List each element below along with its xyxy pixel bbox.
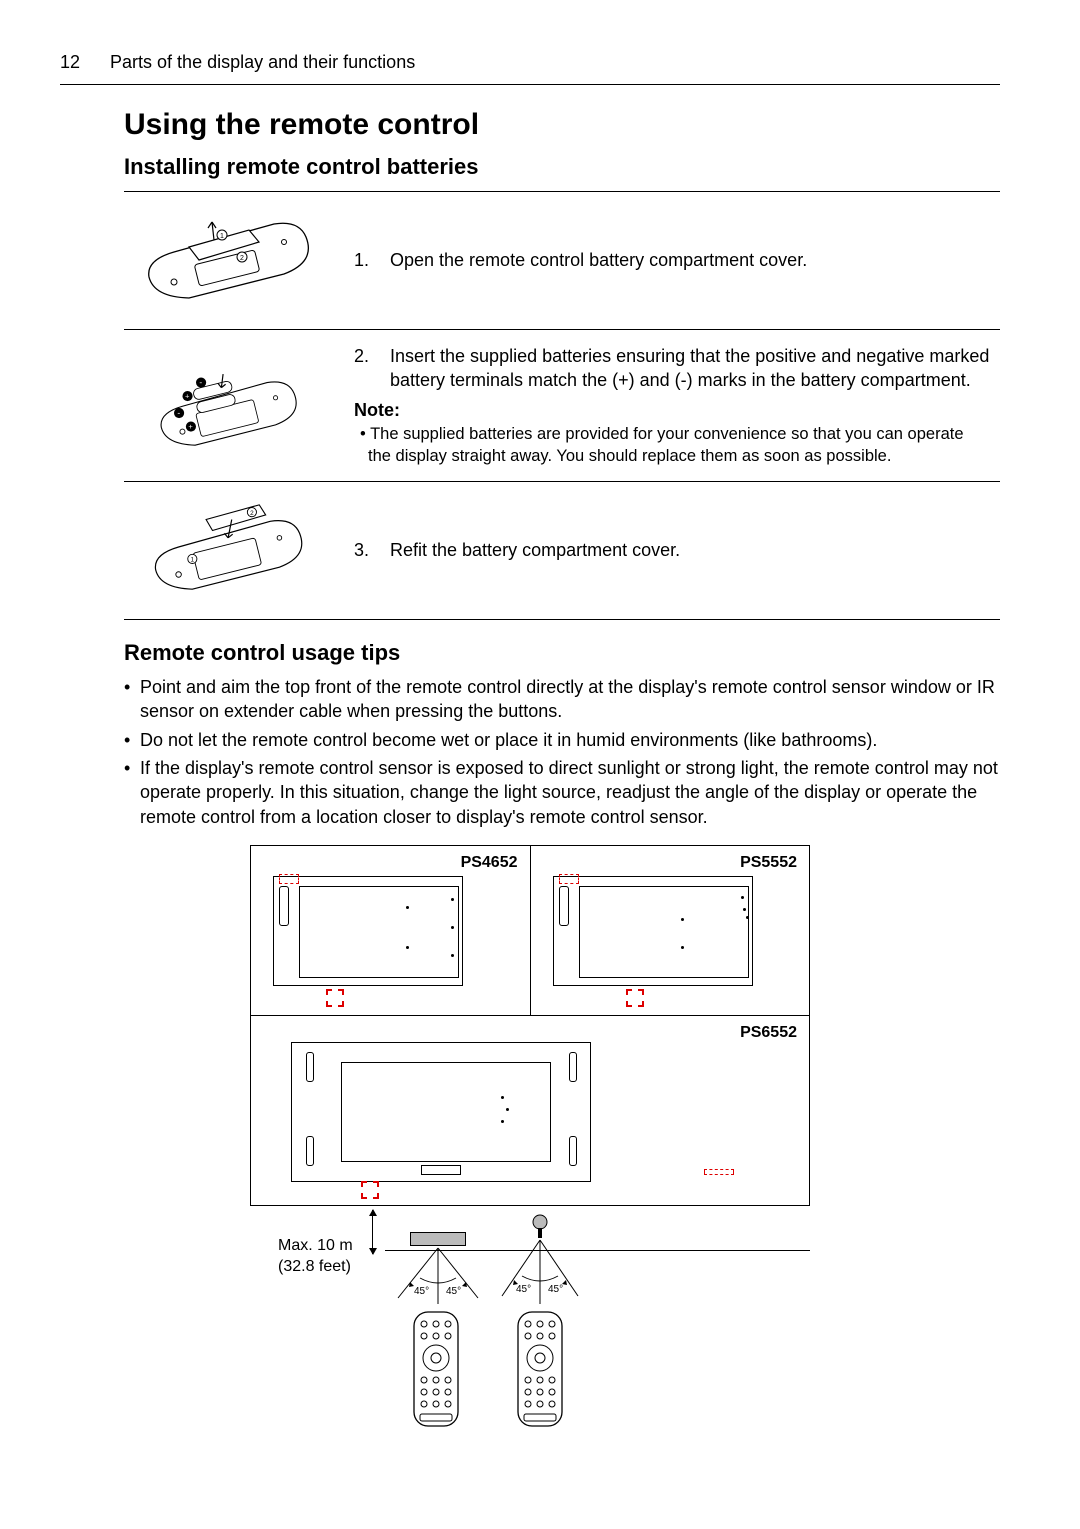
note-text: • The supplied batteries are provided fo… [354, 423, 990, 468]
mount-dot-icon [681, 918, 684, 921]
ir-sensor-icon [361, 1181, 379, 1199]
step-figure-cell: 1 2 [124, 192, 334, 329]
port-icon [559, 886, 569, 926]
svg-text:+: + [188, 422, 193, 431]
range-max-distance: Max. 10 m [278, 1237, 353, 1254]
diagram-cell-ps5552: PS5552 [530, 845, 810, 1015]
tip-text: If the display's remote control sensor i… [140, 756, 1000, 829]
display-inner-icon [341, 1062, 551, 1162]
model-diagrams: PS4652 PS5552 [250, 845, 810, 1440]
slot-icon [569, 1136, 577, 1166]
step-text: Open the remote control battery compartm… [390, 248, 807, 272]
bullet-icon: • [124, 675, 134, 724]
mount-dot-icon [451, 898, 454, 901]
diagram-cell-ps6552: PS6552 [251, 1015, 810, 1205]
svg-text:1: 1 [220, 233, 224, 240]
battery-steps-section: 1 2 1. Open the remote control battery c… [124, 191, 1000, 619]
slot-icon [569, 1052, 577, 1082]
model-label: PS5552 [740, 852, 797, 874]
range-diagram: Max. 10 m (32.8 feet) 45° 45° 45° [250, 1210, 810, 1440]
display-inner-icon [299, 886, 459, 978]
steps-table: 1 2 1. Open the remote control battery c… [124, 191, 1000, 619]
tip-item: •Do not let the remote control become we… [124, 728, 1000, 752]
step-text: Refit the battery compartment cover. [390, 538, 680, 562]
mount-dot-icon [406, 906, 409, 909]
step-row: 1 2 1. Open the remote control battery c… [124, 192, 1000, 329]
mount-dot-icon [743, 908, 746, 911]
tips-list: •Point and aim the top front of the remo… [124, 675, 1000, 829]
tip-text: Do not let the remote control become wet… [140, 728, 877, 752]
remote-control-icon [514, 1310, 566, 1430]
slot-icon [306, 1136, 314, 1166]
remote-back-open-icon: 1 2 [134, 202, 324, 312]
display-inner-icon [579, 886, 749, 978]
ir-cone-icon: 45° 45° [380, 1232, 500, 1312]
model-label: PS6552 [740, 1022, 797, 1044]
svg-text:+: + [185, 392, 190, 401]
step-text: Insert the supplied batteries ensuring t… [390, 344, 990, 393]
mount-dot-icon [451, 954, 454, 957]
step-row: + - - + 2. Insert the supplied batteries… [124, 329, 1000, 481]
range-max-distance-ft: (32.8 feet) [278, 1258, 351, 1275]
range-label: Max. 10 m (32.8 feet) [278, 1236, 353, 1278]
tip-text: Point and aim the top front of the remot… [140, 675, 1000, 724]
ir-cone-icon: 45° 45° [490, 1232, 610, 1312]
bullet-icon: • [124, 756, 134, 829]
mount-dot-icon [501, 1120, 504, 1123]
mount-dot-icon [506, 1108, 509, 1111]
tip-item: •If the display's remote control sensor … [124, 756, 1000, 829]
svg-text:2: 2 [240, 255, 244, 262]
angle-label: 45° [548, 1284, 563, 1295]
model-diagram-table: PS4652 PS5552 [250, 845, 810, 1206]
ir-sensor-icon [326, 989, 344, 1007]
svg-text:-: - [199, 377, 202, 387]
angle-label: 45° [446, 1286, 461, 1297]
mount-dot-icon [451, 926, 454, 929]
svg-text:-: - [177, 408, 180, 418]
header-section-title: Parts of the display and their functions [110, 50, 415, 74]
step-row: 2 1 3. Refit the battery compartment cov… [124, 482, 1000, 619]
heading-installing-batteries: Installing remote control batteries [124, 152, 1000, 182]
mount-dot-icon [406, 946, 409, 949]
ir-sensor-icon [626, 989, 644, 1007]
diagram-cell-ps4652: PS4652 [251, 845, 531, 1015]
range-arrow-icon [372, 1210, 373, 1254]
svg-text:1: 1 [191, 557, 195, 564]
tip-item: •Point and aim the top front of the remo… [124, 675, 1000, 724]
step-figure-cell: 2 1 [124, 482, 334, 619]
mount-dot-icon [746, 916, 749, 919]
slot-icon [306, 1052, 314, 1082]
svg-text:2: 2 [250, 510, 254, 517]
remote-control-icon [410, 1310, 462, 1430]
mount-dot-icon [681, 946, 684, 949]
heading-using-remote: Using the remote control [124, 105, 1000, 146]
page-number: 12 [60, 50, 80, 74]
page-header: 12 Parts of the display and their functi… [60, 50, 1000, 85]
bullet-icon: • [124, 728, 134, 752]
port-icon [279, 886, 289, 926]
step-text-cell: 1. Open the remote control battery compa… [334, 192, 1000, 329]
mount-dot-icon [741, 896, 744, 899]
note-label: Note: [354, 398, 990, 422]
angle-label: 45° [414, 1286, 429, 1297]
remote-refit-cover-icon: 2 1 [134, 492, 324, 602]
step-figure-cell: + - - + [124, 329, 334, 481]
step-text-cell: 3. Refit the battery compartment cover. [334, 482, 1000, 619]
model-label: PS4652 [461, 852, 518, 874]
mount-dot-icon [501, 1096, 504, 1099]
heading-usage-tips: Remote control usage tips [124, 638, 1000, 668]
step-text-cell: 2. Insert the supplied batteries ensurin… [334, 329, 1000, 481]
step-number: 3. [354, 538, 376, 562]
sensor-indicator-icon [279, 874, 299, 884]
sensor-indicator-icon [704, 1169, 734, 1175]
angle-label: 45° [516, 1284, 531, 1295]
sensor-indicator-icon [559, 874, 579, 884]
step-number: 1. [354, 248, 376, 272]
remote-insert-batteries-icon: + - - + [134, 347, 324, 457]
step-number: 2. [354, 344, 376, 393]
bottom-port-icon [421, 1165, 461, 1175]
